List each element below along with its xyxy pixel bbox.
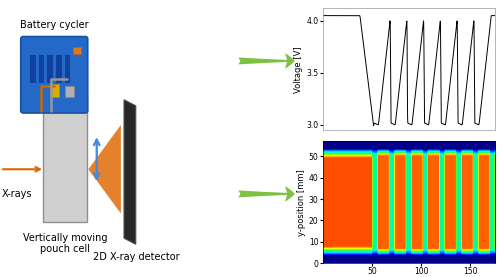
- Bar: [65, 86, 74, 97]
- Bar: [74, 47, 81, 54]
- Text: Vertically moving
pouch cell: Vertically moving pouch cell: [23, 233, 107, 254]
- Bar: [30, 55, 36, 83]
- Bar: [65, 55, 70, 83]
- Text: X-rays: X-rays: [2, 189, 32, 199]
- Bar: [56, 55, 62, 83]
- Text: Battery cycler: Battery cycler: [20, 20, 88, 30]
- Y-axis label: y-position [mm]: y-position [mm]: [297, 169, 306, 235]
- Text: 2D X-ray detector: 2D X-ray detector: [93, 252, 180, 262]
- Polygon shape: [88, 125, 121, 214]
- Bar: [44, 97, 87, 222]
- Polygon shape: [124, 100, 136, 244]
- FancyBboxPatch shape: [21, 37, 87, 113]
- Y-axis label: Voltage [V]: Voltage [V]: [294, 46, 304, 93]
- Bar: [48, 55, 53, 83]
- Bar: [50, 84, 58, 97]
- Bar: [39, 55, 44, 83]
